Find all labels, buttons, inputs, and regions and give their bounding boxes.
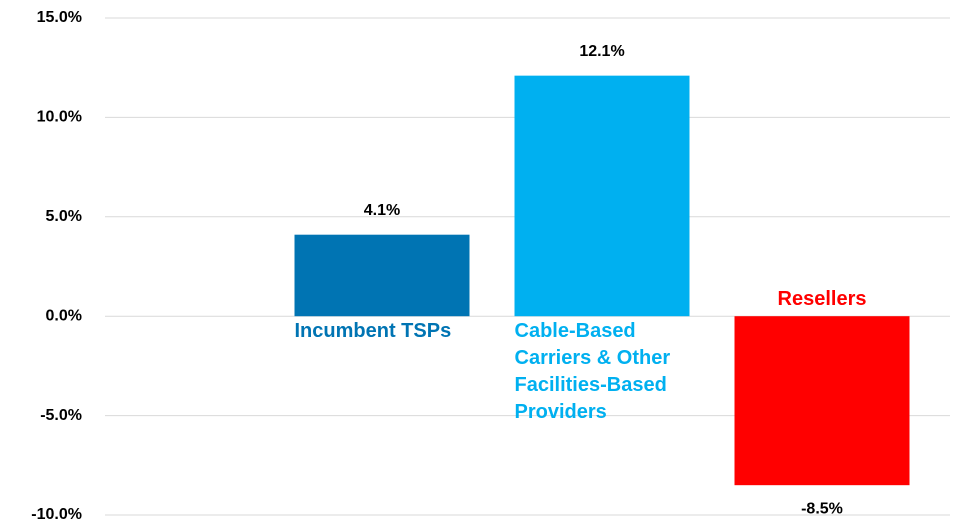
bar [294,234,470,317]
category-label: Incumbent TSPs [294,320,452,343]
category-label: Cable-Based Carriers & Other Facilities-… [514,320,671,424]
y-tick-label: -10.0% [31,506,82,523]
value-label: 4.1% [364,202,400,219]
bar [734,316,910,486]
value-label: 12.1% [579,43,624,60]
value-label: -8.5% [801,500,843,517]
y-tick-label: 15.0% [37,9,82,26]
y-tick-label: 5.0% [46,208,82,225]
y-tick-label: 10.0% [37,109,82,126]
y-tick-label: -5.0% [40,407,82,424]
category-label: Resellers [777,288,867,311]
y-tick-label: 0.0% [46,307,82,324]
bar [514,75,690,317]
